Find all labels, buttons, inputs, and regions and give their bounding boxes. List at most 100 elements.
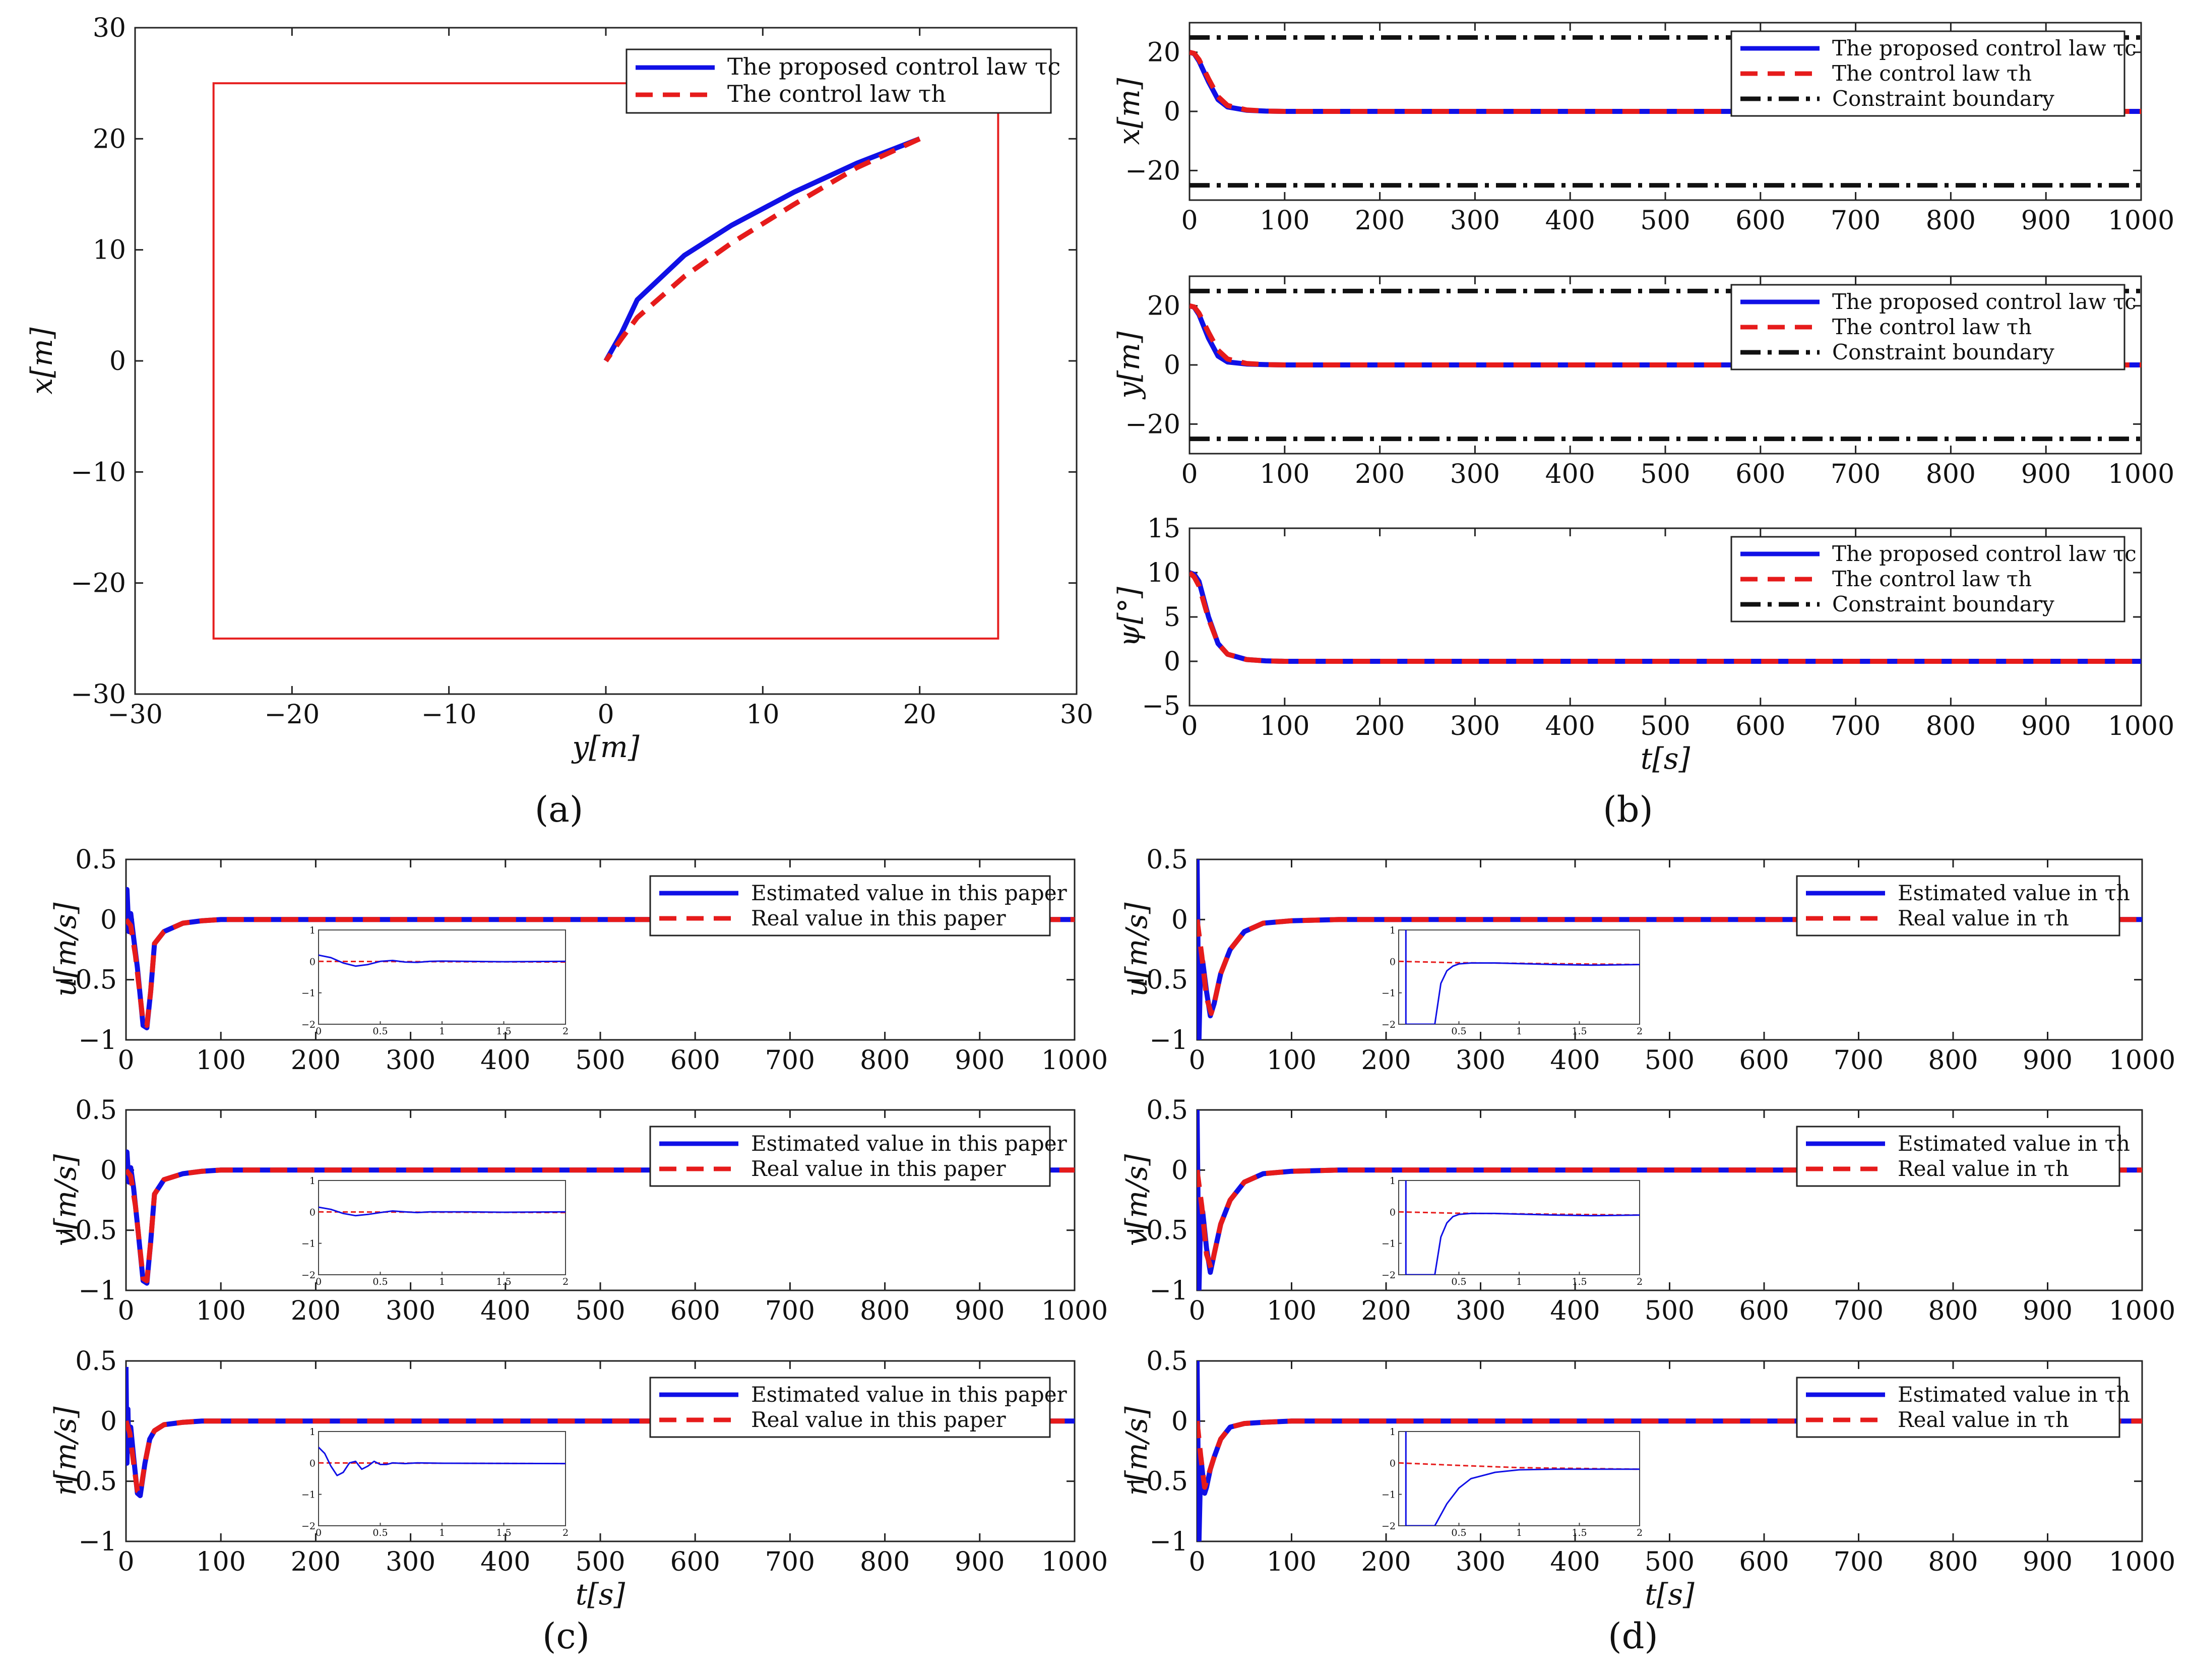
c3-xtick-label-0: 0	[117, 1547, 134, 1577]
b3-ylabel: ψ[°]	[1112, 587, 1146, 647]
d3-series-1	[1197, 1418, 2142, 1490]
d3-ytick-label-3: 0.5	[1146, 1346, 1188, 1377]
d1-xtick-label-1: 100	[1267, 1045, 1317, 1076]
a-ylabel: x[m]	[25, 327, 59, 394]
d3-inset-xtick-label-1: 1	[1516, 1527, 1522, 1538]
d2-ytick-label-0: −1	[1149, 1276, 1188, 1306]
d2-legend-label-1: Real value in τh	[1898, 1156, 2069, 1181]
c2-ylabel: v[m/s]	[48, 1154, 83, 1246]
c2-xtick-label-4: 400	[480, 1296, 530, 1326]
d3-inset: 0.5 1 1.5 2 1 0 −1 −2	[1382, 1426, 1643, 1538]
d3-xtick-label-10: 1000	[2109, 1547, 2175, 1577]
b2-xtick-label-7: 700	[1831, 459, 1881, 489]
c3-xtick-label-8: 800	[860, 1547, 910, 1577]
c3-inset-xtick-label-3: 1.5	[496, 1527, 511, 1538]
c3-inset-xtick-label-1: 0.5	[372, 1527, 388, 1538]
c3-xtick-label-9: 900	[955, 1547, 1005, 1577]
d1-inset: 0.5 1 1.5 2 1 0 −1 −2	[1382, 925, 1643, 1037]
c3-inset-ytick-label-3: −2	[301, 1521, 316, 1532]
d1-ytick-label-2: 0	[1171, 905, 1188, 935]
c1-xtick-label-7: 700	[765, 1045, 815, 1076]
a-ytick-label-3: 0	[109, 346, 126, 377]
c2-series-group	[126, 1149, 1075, 1286]
d3-inset-xtick-label-3: 2	[1637, 1527, 1643, 1538]
c1-inset-xtick-label-0: 0	[316, 1026, 322, 1037]
c2-inset-xtick-label-4: 2	[562, 1276, 569, 1287]
c3-xtick-label-10: 1000	[1041, 1547, 1108, 1577]
d2-ylabel: v[m/s]	[1119, 1154, 1154, 1246]
c2-legend-label-1: Real value in this paper	[751, 1156, 1007, 1181]
d2-inset-box	[1398, 1180, 1640, 1275]
d1-inset-xtick-label-1: 1	[1516, 1026, 1522, 1037]
d1-xtick-label-0: 0	[1188, 1045, 1205, 1076]
c2-xtick-label-5: 500	[575, 1296, 625, 1326]
c3-xtick-label-3: 300	[386, 1547, 435, 1577]
c1-ytick-label-2: 0	[100, 905, 117, 935]
plots-layer: −30 −20 −10 0 10 20 30−30−20−100102030y[m]x[m]…	[25, 13, 2175, 1611]
c1-inset-xtick-label-2: 1	[439, 1026, 445, 1037]
d2-inset-series-0	[1405, 1180, 1640, 1275]
a-ytick-label-5: 20	[93, 124, 126, 154]
a-series-0	[603, 136, 921, 362]
d3-inset-ytick-label-2: −1	[1382, 1489, 1396, 1501]
b2-ytick-label-2: 20	[1147, 291, 1180, 322]
b3-legend-label-0: The proposed control law τc	[1832, 541, 2137, 566]
c2-xtick-label-8: 800	[860, 1296, 910, 1326]
d3-inset-ytick-label-1: 0	[1390, 1458, 1396, 1469]
c1-legend-box	[649, 875, 1051, 937]
c2-ytick-label-2: 0	[100, 1155, 117, 1186]
c3-xtick-label-7: 700	[765, 1547, 815, 1577]
c2-inset: 0 0.5 1 1.5 2 1 0 −1 −2	[301, 1175, 569, 1287]
b3-ytick-label-0: −5	[1142, 691, 1180, 721]
b3-xlabel: t[s]	[1641, 741, 1691, 776]
d3-ytick-label-1: −0.5	[1124, 1467, 1188, 1497]
chart-c1: 0 100 200 300 400 500 600 700 800 900 1000−1−0.500…	[48, 845, 1108, 1076]
d3-legend-label-1: Real value in τh	[1898, 1407, 2069, 1432]
c1-xtick-label-5: 500	[575, 1045, 625, 1076]
c1-inset-ytick-label-0: 1	[309, 925, 316, 936]
b2-xtick-label-10: 1000	[2108, 459, 2174, 489]
b1-xtick-label-3: 300	[1450, 206, 1500, 236]
c3-inset-xtick-label-4: 2	[562, 1527, 569, 1538]
c3-ytick-label-1: −0.5	[53, 1467, 117, 1497]
c1-xtick-label-9: 900	[955, 1045, 1005, 1076]
b3-xtick-label-5: 500	[1640, 711, 1690, 741]
c2-xtick-label-3: 300	[386, 1296, 435, 1326]
c1-inset-xtick-label-4: 2	[562, 1026, 569, 1037]
d2-series-1	[1197, 1167, 2142, 1271]
c2-xtick-label-0: 0	[117, 1296, 134, 1326]
c1-xtick-label-0: 0	[117, 1045, 134, 1076]
a-series-1	[603, 136, 921, 362]
b3-ytick-label-1: 0	[1164, 647, 1180, 677]
c3-ytick-label-3: 0.5	[75, 1346, 117, 1377]
b3-xtick-label-10: 1000	[2108, 711, 2174, 741]
c2-ytick-label-3: 0.5	[75, 1095, 117, 1126]
d1-xtick-label-6: 600	[1739, 1045, 1789, 1076]
d1-xtick-label-3: 300	[1456, 1045, 1506, 1076]
b1-ylabel: x[m]	[1112, 78, 1146, 145]
d2-inset-series-1	[1399, 1211, 1640, 1216]
c1-xtick-label-10: 1000	[1041, 1045, 1108, 1076]
a-xtick-label-3: 0	[597, 700, 614, 730]
c2-series-1	[126, 1167, 1075, 1283]
c2-inset-xtick-label-1: 0.5	[372, 1276, 388, 1287]
chart-d3: 0 100 200 300 400 500 600 700 800 900 1000−1−0.500…	[1119, 1346, 2175, 1611]
chart-d2: 0 100 200 300 400 500 600 700 800 900 1000−1−0.500…	[1119, 1095, 2175, 1326]
a-xtick-label-0: −30	[107, 700, 163, 730]
d2-xtick-label-8: 800	[1928, 1296, 1978, 1326]
d1-ytick-label-0: −1	[1149, 1025, 1188, 1055]
d2-xtick-label-4: 400	[1550, 1296, 1600, 1326]
b3-xtick-label-3: 300	[1450, 711, 1500, 741]
c3-inset-ytick-label-0: 1	[309, 1426, 316, 1438]
c1-inset-box	[318, 929, 566, 1025]
a-xtick-label-4: 10	[746, 700, 779, 730]
d3-inset-series-0	[1405, 1432, 1640, 1526]
c2-ytick-label-0: −1	[78, 1276, 117, 1306]
a-xtick-label-5: 20	[903, 700, 936, 730]
c3-ytick-label-2: 0	[100, 1406, 117, 1437]
a-ytick-label-1: −20	[71, 569, 126, 599]
d1-ylabel: u[m/s]	[1119, 902, 1154, 997]
c2-inset-box	[318, 1180, 566, 1275]
c2-inset-ytick-label-1: 0	[309, 1207, 316, 1218]
